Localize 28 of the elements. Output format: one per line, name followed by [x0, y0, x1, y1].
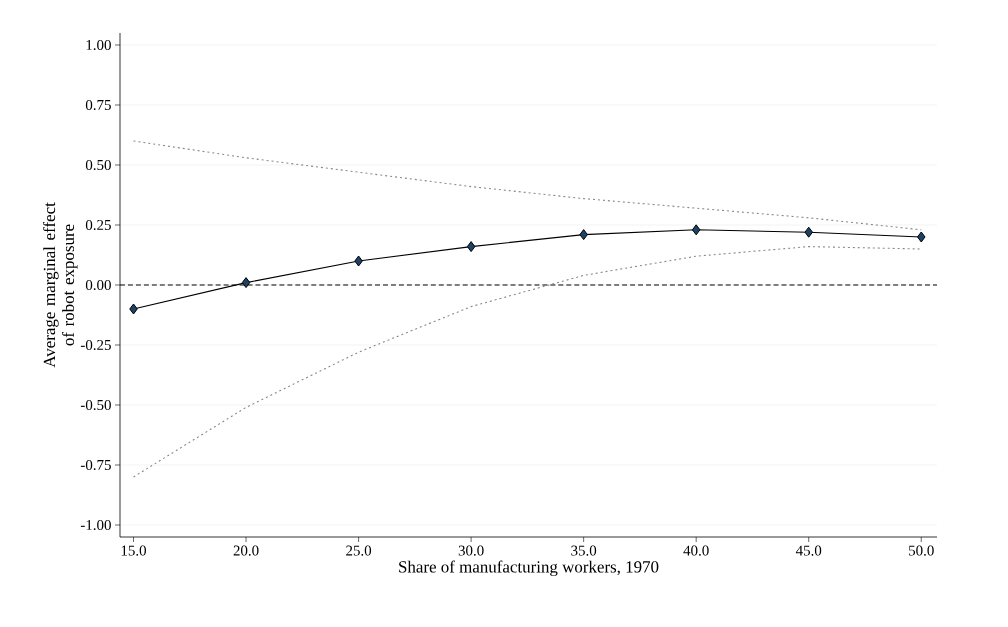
x-tick-label: 35.0 — [571, 545, 597, 556]
point — [241, 277, 251, 289]
x-tick-label: 30.0 — [458, 545, 484, 556]
y-tick-label: -0.25 — [80, 339, 111, 351]
y-tick-label: -1.00 — [80, 519, 111, 531]
x-tick-label: 45.0 — [795, 545, 822, 556]
point — [466, 241, 476, 253]
point — [354, 255, 363, 267]
x-axis-title: Share of manufacturing workers, 1970 — [399, 560, 659, 577]
y-tick-label: 0.75 — [85, 99, 111, 111]
y-tick-label: 0.50 — [85, 159, 111, 171]
y-tick-label: 1.00 — [86, 39, 111, 51]
point — [691, 224, 701, 236]
x-tick-label: 40.0 — [683, 545, 709, 556]
y-tick-label: -0.50 — [80, 399, 111, 411]
x-tick-label: 25.0 — [346, 545, 372, 556]
y-tick-label: -0.75 — [80, 459, 111, 471]
line-series — [132, 246, 922, 478]
y-tick-label: 0.25 — [85, 219, 111, 231]
x-tick-label: 15.0 — [121, 545, 147, 556]
point — [804, 226, 813, 238]
x-tick-label: 20.0 — [233, 545, 259, 556]
x-tick-label: 50.0 — [909, 545, 934, 556]
point — [129, 303, 138, 315]
point — [579, 229, 588, 241]
y-axis-title: Average marginal effect of robot exposure — [43, 202, 78, 368]
y-tick-label: 0.00 — [85, 279, 111, 291]
point — [917, 231, 926, 243]
